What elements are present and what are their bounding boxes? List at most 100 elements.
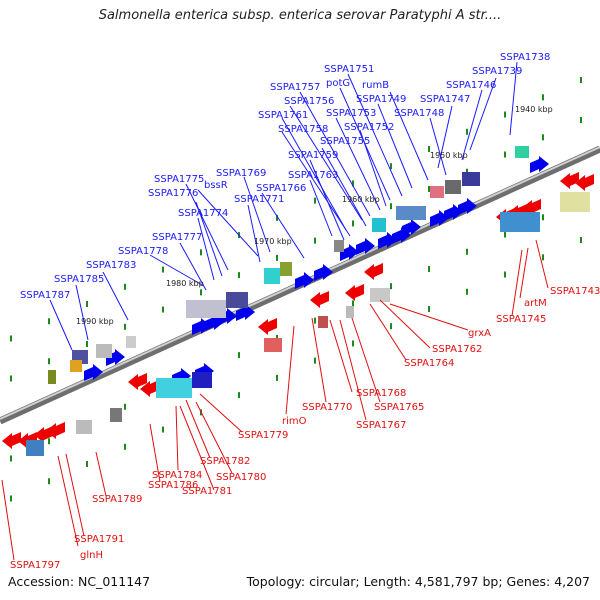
leader-line xyxy=(149,423,161,483)
gene-label-bottom: rimO xyxy=(282,416,307,427)
tick-mark xyxy=(428,305,430,312)
leader-line xyxy=(377,103,413,189)
leader-line xyxy=(195,201,223,277)
leader-lines xyxy=(1,61,549,561)
gene-label-bottom: SSPA1762 xyxy=(432,344,482,355)
gene-arrow xyxy=(218,308,237,325)
feature-block xyxy=(48,370,56,384)
tick-mark xyxy=(10,375,12,382)
leader-line xyxy=(347,73,403,197)
leader-line xyxy=(339,319,367,421)
tick-mark xyxy=(580,237,582,244)
gene-label-top: SSPA1776 xyxy=(148,188,198,199)
leader-line xyxy=(281,117,347,231)
kbp-label: 1990 kbp xyxy=(76,317,114,326)
kbp-label: 1970 kbp xyxy=(254,237,292,246)
feature-block xyxy=(126,336,136,348)
gene-label-bottom: SSPA1780 xyxy=(216,472,266,483)
leader-line xyxy=(285,325,295,415)
gene-arrow xyxy=(140,380,159,397)
leader-line xyxy=(175,405,179,471)
feature-block xyxy=(76,420,92,434)
tick-mark xyxy=(314,197,316,204)
gene-label-bottom: SSPA1743 xyxy=(550,286,600,297)
kbp-label: 1950 kbp xyxy=(430,151,468,160)
tick-mark xyxy=(124,283,126,290)
gene-label-bottom: SSPA1767 xyxy=(356,420,406,431)
leader-line xyxy=(351,317,381,403)
feature-block xyxy=(372,218,386,232)
gene-arrow xyxy=(236,304,255,321)
tick-mark xyxy=(352,300,354,307)
feature-block xyxy=(346,306,354,318)
leader-line xyxy=(389,303,469,331)
feature-block xyxy=(226,292,248,308)
leader-line xyxy=(519,247,529,299)
tick-mark xyxy=(124,443,126,450)
feature-block xyxy=(96,344,112,358)
tick-mark xyxy=(428,185,430,192)
leader-line xyxy=(299,91,371,217)
tick-mark xyxy=(428,145,430,152)
gene-arrow xyxy=(258,318,277,335)
feature-block xyxy=(186,300,226,318)
tick-mark xyxy=(86,461,88,468)
gene-arrow xyxy=(84,364,103,381)
leader-line xyxy=(309,159,345,241)
tick-mark xyxy=(542,134,544,141)
gene-label-top: bssR xyxy=(204,180,228,191)
gene-label-bottom: SSPA1782 xyxy=(200,456,250,467)
gene-label-bottom: grxA xyxy=(468,328,491,339)
leader-line xyxy=(65,453,85,537)
gene-label-bottom: SSPA1768 xyxy=(356,388,406,399)
leader-line xyxy=(389,91,429,181)
top-strand-labels: SSPA1738 SSPA1739 SSPA1746 SSPA1747 SSPA1748… xyxy=(20,52,550,301)
gene-label-bottom: artM xyxy=(524,298,547,309)
leader-line xyxy=(335,117,381,211)
tick-mark xyxy=(580,117,582,124)
gene-label-top: SSPA1747 xyxy=(420,94,470,105)
tick-mark xyxy=(504,231,506,238)
tick-mark xyxy=(162,306,164,313)
gene-arrow xyxy=(458,198,477,215)
leader-line xyxy=(179,405,215,491)
gene-label-top: SSPA1771 xyxy=(234,194,284,205)
tick-mark xyxy=(504,111,506,118)
tick-mark xyxy=(10,455,12,462)
tick-mark xyxy=(390,323,392,330)
gene-label-top: SSPA1766 xyxy=(256,183,306,194)
leader-line xyxy=(185,399,211,459)
gene-label-top: SSPA1752 xyxy=(344,122,394,133)
gene-label-top: SSPA1763 xyxy=(288,170,338,181)
feature-block xyxy=(264,268,280,284)
tick-mark xyxy=(238,272,240,279)
leader-line xyxy=(321,147,367,227)
leader-line xyxy=(197,189,259,257)
leader-line xyxy=(49,299,73,351)
tick-mark xyxy=(162,426,164,433)
leader-line xyxy=(429,117,447,176)
tick-mark xyxy=(48,358,50,365)
gene-label-top: SSPA1755 xyxy=(320,136,370,147)
leader-line xyxy=(75,284,89,341)
gene-label-top: rumB xyxy=(362,80,389,91)
gene-label-top: SSPA1787 xyxy=(20,290,70,301)
feature-block xyxy=(445,180,461,194)
leader-line xyxy=(511,249,523,317)
tick-mark xyxy=(466,248,468,255)
gene-label-bottom: SSPA1791 xyxy=(74,534,124,545)
tick-mark xyxy=(48,478,50,485)
gene-arrow xyxy=(345,284,364,301)
gene-arrow xyxy=(314,264,333,281)
tick-mark xyxy=(10,495,12,502)
gene-arrow xyxy=(356,238,375,255)
tick-mark xyxy=(542,94,544,101)
tick-mark xyxy=(352,220,354,227)
leader-line xyxy=(437,105,453,169)
leader-line xyxy=(57,455,79,547)
feature-block xyxy=(370,288,390,302)
features-layer xyxy=(2,146,594,456)
tick-mark xyxy=(314,357,316,364)
gene-label-bottom: SSPA1779 xyxy=(238,430,288,441)
